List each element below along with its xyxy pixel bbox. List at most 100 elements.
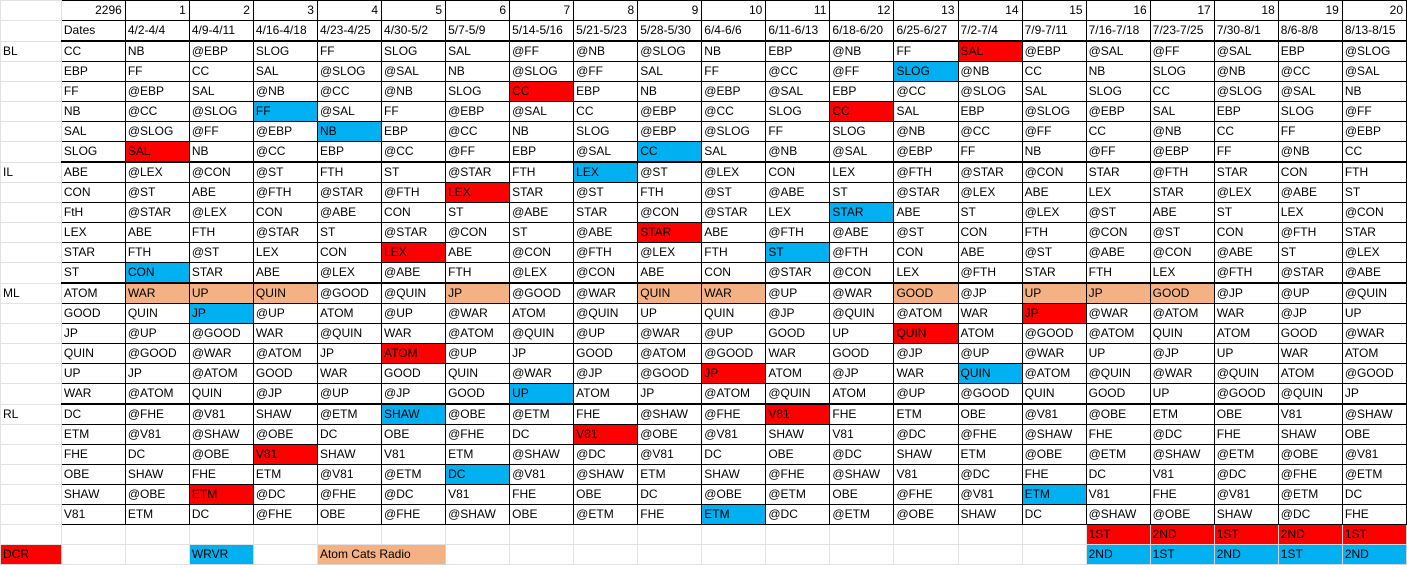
game-cell[interactable]: SHAW	[252, 403, 318, 425]
half-cell[interactable]: 1ST	[1277, 544, 1343, 565]
game-cell[interactable]: @FTH	[252, 182, 318, 203]
team-name-cell[interactable]: NB	[60, 101, 126, 122]
game-cell[interactable]: SLOG	[893, 61, 959, 82]
team-name-cell[interactable]: EBP	[60, 61, 126, 82]
game-cell[interactable]: LEX	[381, 242, 447, 263]
half-cell[interactable]: 2ND	[1277, 524, 1343, 545]
empty-cell[interactable]	[0, 464, 62, 485]
week-number-cell[interactable]: 2	[188, 0, 254, 21]
game-cell[interactable]: SLOG	[829, 121, 895, 142]
week-number-cell[interactable]: 4	[316, 0, 383, 21]
game-cell[interactable]: STAR	[1021, 262, 1087, 284]
empty-cell[interactable]	[0, 141, 62, 163]
game-cell[interactable]: WAR	[1277, 343, 1343, 364]
game-cell[interactable]: @CC	[252, 141, 318, 163]
game-cell[interactable]: FHE	[829, 403, 895, 425]
game-cell[interactable]: V81	[1277, 403, 1343, 425]
empty-cell[interactable]	[0, 61, 62, 82]
game-cell[interactable]: SLOG	[381, 40, 447, 62]
game-cell[interactable]: @FTH	[1277, 222, 1343, 243]
empty-cell[interactable]	[0, 81, 62, 102]
half-cell[interactable]: 1ST	[1085, 524, 1151, 545]
team-name-cell[interactable]: OBE	[60, 464, 126, 485]
game-cell[interactable]: @SLOG	[1021, 101, 1087, 122]
half-cell[interactable]: 1ST	[1149, 544, 1215, 565]
game-cell[interactable]: @ETM	[316, 403, 383, 425]
game-cell[interactable]: @EBP	[445, 101, 511, 122]
game-cell[interactable]: @UP	[957, 343, 1023, 364]
date-range-cell[interactable]: 7/16-7/18	[1085, 20, 1151, 42]
game-cell[interactable]: @ATOM	[637, 343, 703, 364]
game-cell[interactable]: ATOM	[381, 343, 447, 364]
game-cell[interactable]: @STAR	[252, 222, 318, 243]
game-cell[interactable]: WAR	[252, 323, 318, 344]
empty-cell[interactable]	[124, 524, 190, 545]
game-cell[interactable]: @DC	[573, 444, 639, 465]
team-name-cell[interactable]: SAL	[60, 121, 126, 142]
game-cell[interactable]: @SLOG	[701, 121, 767, 142]
game-cell[interactable]: @ATOM	[188, 363, 254, 384]
game-cell[interactable]: DC	[637, 484, 703, 505]
game-cell[interactable]: @EBP	[252, 121, 318, 142]
game-cell[interactable]: V81	[445, 484, 511, 505]
game-cell[interactable]: JP	[316, 343, 383, 364]
game-cell[interactable]: @SHAW	[509, 444, 575, 465]
empty-cell[interactable]	[0, 444, 62, 465]
game-cell[interactable]: @CC	[124, 101, 190, 122]
game-cell[interactable]: @OBE	[1085, 403, 1151, 425]
game-cell[interactable]: @ETM	[1277, 484, 1343, 505]
game-cell[interactable]: @FHE	[1277, 464, 1343, 485]
game-cell[interactable]: SHAW	[957, 504, 1023, 525]
empty-cell[interactable]	[0, 303, 62, 324]
game-cell[interactable]: @QUIN	[1277, 383, 1343, 405]
team-name-cell[interactable]: FHE	[60, 444, 126, 465]
game-cell[interactable]: @OBE	[188, 444, 254, 465]
game-cell[interactable]: CC	[509, 81, 575, 102]
legend-atom-cats-radio-swatch[interactable]: Atom Cats Radio	[316, 544, 447, 565]
date-range-cell[interactable]: 8/13-8/15	[1341, 20, 1407, 42]
game-cell[interactable]: WAR	[957, 303, 1023, 324]
game-cell[interactable]: @ABE	[765, 182, 831, 203]
team-name-cell[interactable]: SLOG	[60, 141, 126, 163]
game-cell[interactable]: @QUIN	[381, 282, 447, 304]
game-cell[interactable]: @LEX	[509, 262, 575, 284]
game-cell[interactable]: @WAR	[1341, 323, 1407, 344]
game-cell[interactable]: ABE	[188, 182, 254, 203]
game-cell[interactable]: @V81	[1213, 484, 1279, 505]
game-cell[interactable]: FHE	[188, 464, 254, 485]
game-cell[interactable]: ETM	[445, 444, 511, 465]
game-cell[interactable]: @JP	[893, 343, 959, 364]
game-cell[interactable]: OBE	[765, 444, 831, 465]
team-name-cell[interactable]: ABE	[60, 161, 126, 183]
game-cell[interactable]: @ETM	[509, 403, 575, 425]
game-cell[interactable]: @LEX	[637, 242, 703, 263]
game-cell[interactable]: NB	[509, 121, 575, 142]
game-cell[interactable]: @JP	[1213, 282, 1279, 304]
game-cell[interactable]: @ETM	[1085, 444, 1151, 465]
game-cell[interactable]: @FF	[1021, 121, 1087, 142]
game-cell[interactable]: ATOM	[573, 383, 639, 405]
game-cell[interactable]: JP	[701, 363, 767, 384]
game-cell[interactable]: @FHE	[316, 484, 383, 505]
game-cell[interactable]: @ST	[188, 242, 254, 263]
game-cell[interactable]: FF	[381, 101, 447, 122]
empty-cell[interactable]	[1021, 524, 1087, 545]
game-cell[interactable]: WAR	[893, 363, 959, 384]
game-cell[interactable]: @SHAW	[1149, 444, 1215, 465]
game-cell[interactable]: GOOD	[573, 343, 639, 364]
game-cell[interactable]: @LEX	[1341, 242, 1407, 263]
empty-cell[interactable]	[381, 524, 447, 545]
game-cell[interactable]: GOOD	[893, 282, 959, 304]
game-cell[interactable]: @SAL	[509, 101, 575, 122]
game-cell[interactable]: @ABE	[381, 262, 447, 284]
game-cell[interactable]: @FF	[1149, 40, 1215, 62]
date-range-cell[interactable]: 7/30-8/1	[1213, 20, 1279, 42]
date-range-cell[interactable]: 5/28-5/30	[637, 20, 703, 42]
game-cell[interactable]: ATOM	[509, 303, 575, 324]
game-cell[interactable]: ABE	[124, 222, 190, 243]
game-cell[interactable]: @V81	[509, 464, 575, 485]
game-cell[interactable]: ETM	[124, 504, 190, 525]
team-name-cell[interactable]: ST	[60, 262, 126, 284]
empty-cell[interactable]	[893, 544, 959, 565]
game-cell[interactable]: @SHAW	[445, 504, 511, 525]
